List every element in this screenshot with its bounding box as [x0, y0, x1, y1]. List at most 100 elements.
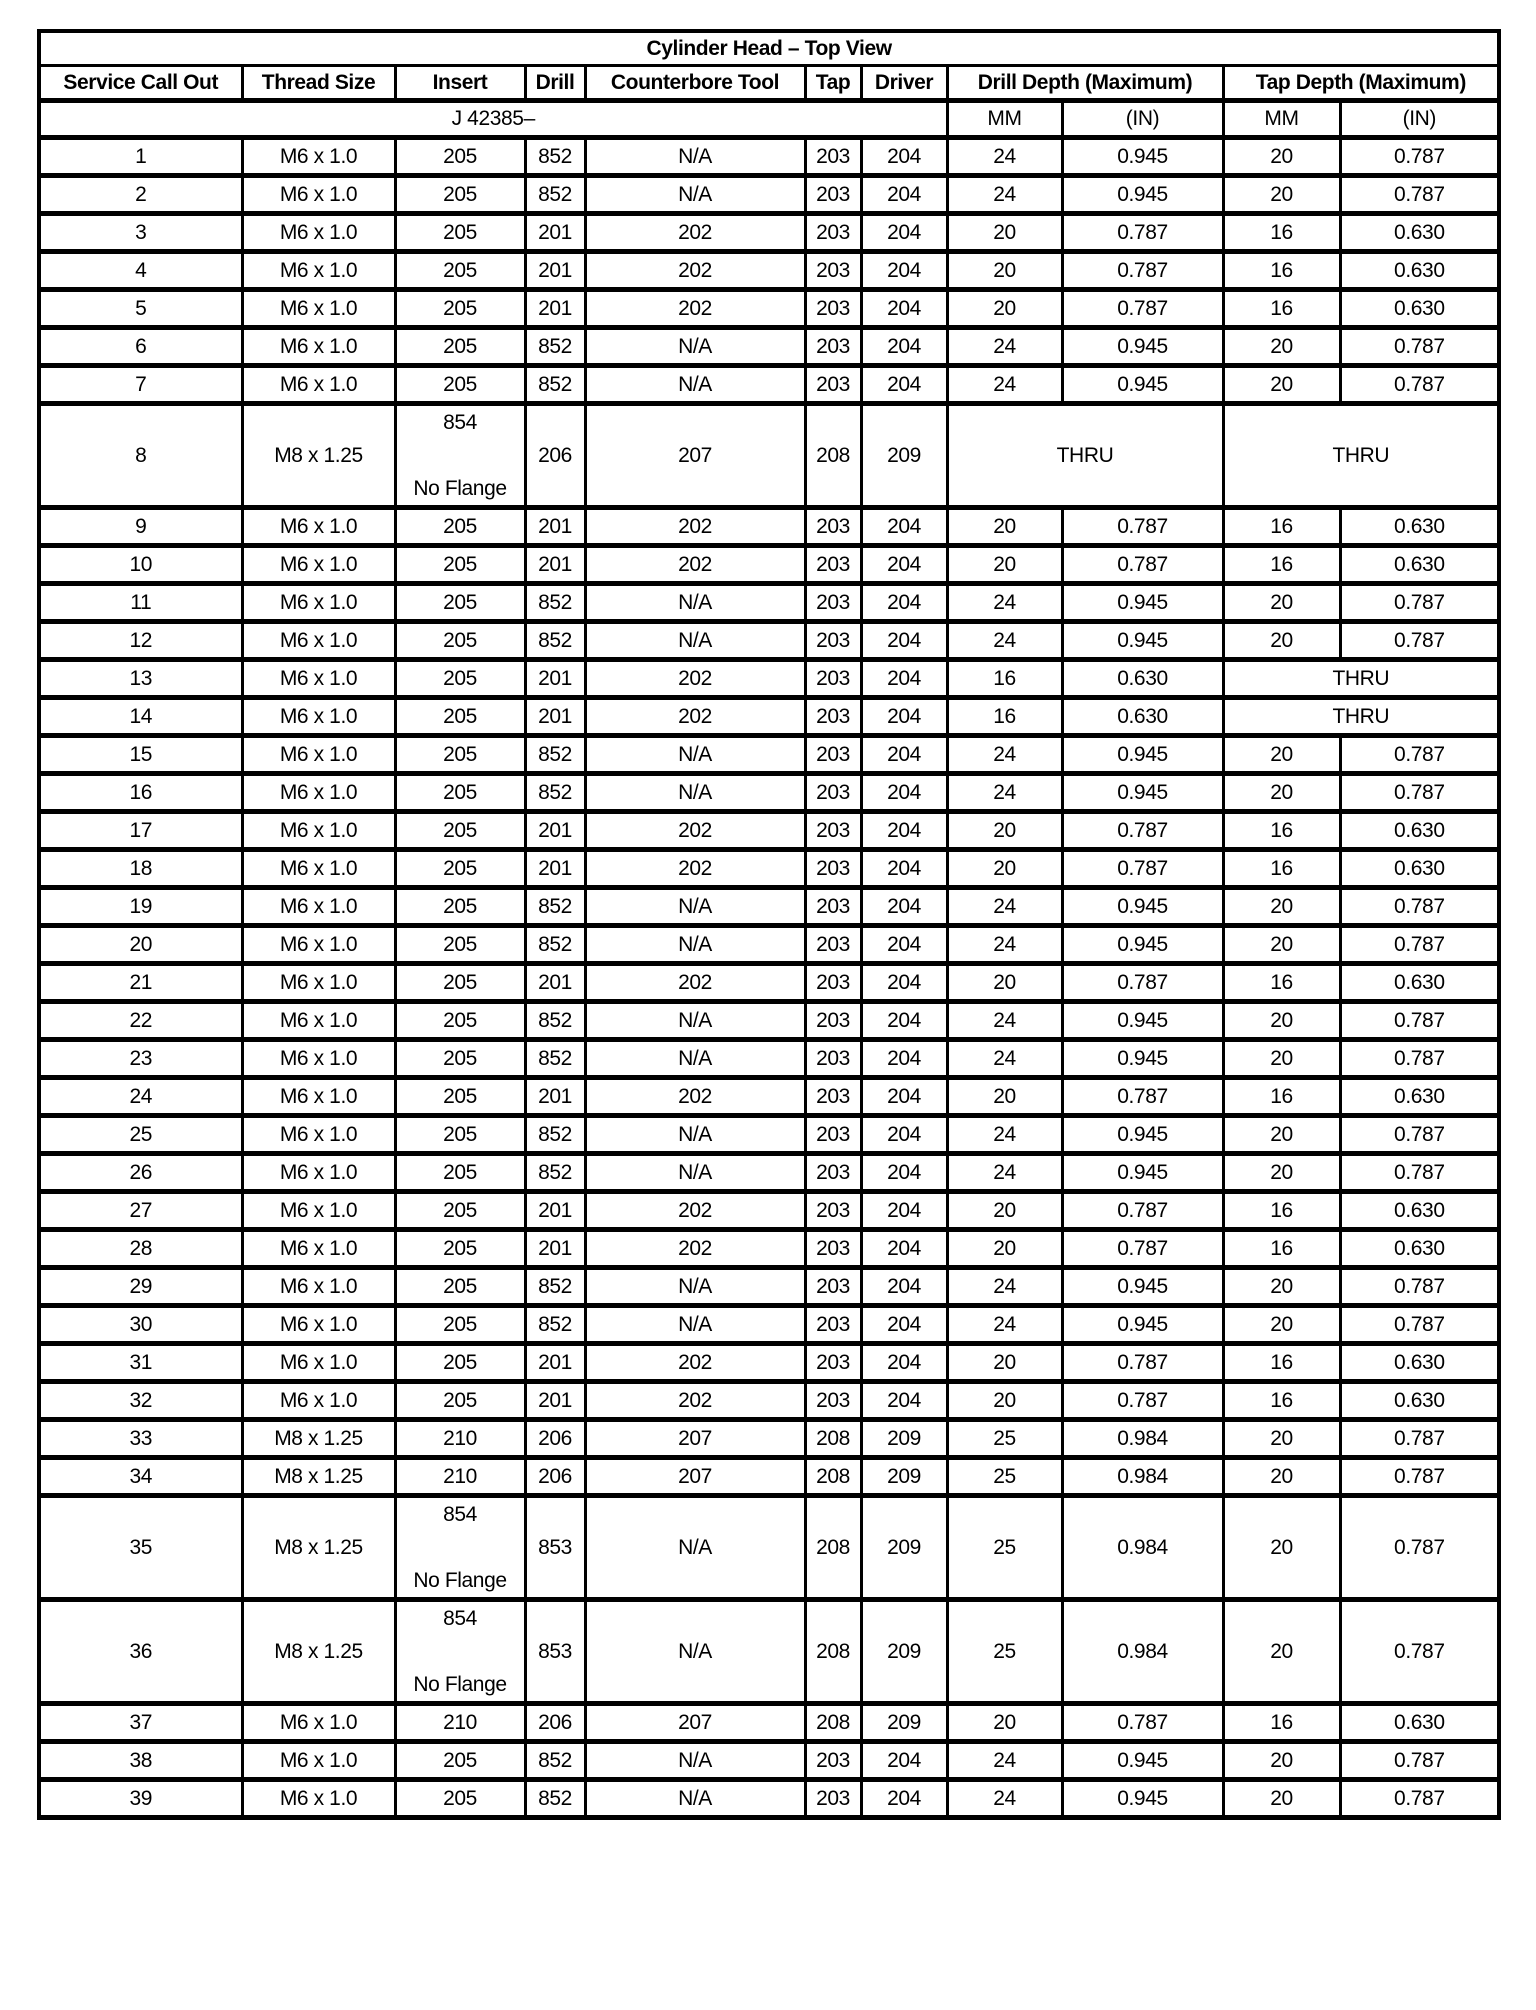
cell-drill-depth-mm: 20 — [945, 810, 1064, 852]
cell-insert: 205 — [393, 1304, 527, 1346]
cell-driver: 204 — [859, 506, 949, 548]
cell-counterbore-tool: N/A — [583, 364, 807, 406]
cell-drill-depth-in: 0.945 — [1060, 1266, 1225, 1308]
cell-tap: 203 — [803, 1778, 863, 1820]
cell-drill-depth-mm: 20 — [945, 1380, 1064, 1422]
cell-counterbore-tool: N/A — [583, 924, 807, 966]
cell-tap-depth-in: 0.787 — [1338, 734, 1501, 776]
table-row: 25 M6 x 1.0 205 852 N/A 203 204 24 0.945 20 0.787 — [37, 1114, 1501, 1156]
table-row: 7 M6 x 1.0 205 852 N/A 203 204 24 0.945 20 0.787 — [37, 364, 1501, 406]
cell-insert: 854 No Flange — [393, 1598, 527, 1706]
cell-service-call-out: 12 — [37, 620, 244, 662]
table-row: 26 M6 x 1.0 205 852 N/A 203 204 24 0.945 20 0.787 — [37, 1152, 1501, 1194]
cell-tap-depth-in: 0.630 — [1338, 962, 1501, 1004]
cell-service-call-out: 17 — [37, 810, 244, 852]
cell-service-call-out: 30 — [37, 1304, 244, 1346]
cell-insert: 205 — [393, 326, 527, 368]
cell-service-call-out: 29 — [37, 1266, 244, 1308]
cell-tap-depth-mm: 16 — [1221, 250, 1342, 292]
cell-insert: 205 — [393, 1000, 527, 1042]
cell-service-call-out: 5 — [37, 288, 244, 330]
cell-drill-depth-in: 0.787 — [1060, 1190, 1225, 1232]
cell-drill-depth-in: 0.945 — [1060, 734, 1225, 776]
cell-tap-depth-in: 0.787 — [1338, 326, 1501, 368]
cell-counterbore-tool: 202 — [583, 288, 807, 330]
cell-drill-depth-mm: 20 — [945, 250, 1064, 292]
cell-drill-depth-mm: 24 — [945, 1266, 1064, 1308]
cell-drill-depth-mm: 20 — [945, 1190, 1064, 1232]
table-row: 6 M6 x 1.0 205 852 N/A 203 204 24 0.945 20 0.787 — [37, 326, 1501, 368]
cell-thread-size: M6 x 1.0 — [240, 1266, 397, 1308]
cell-tap-depth-in: 0.630 — [1338, 810, 1501, 852]
cell-drill: 853 — [523, 1494, 587, 1602]
cell-drill: 852 — [523, 1000, 587, 1042]
cell-drill-depth-mm: 24 — [945, 174, 1064, 216]
cell-tap-depth-in: 0.630 — [1338, 544, 1501, 586]
cell-drill-depth-in: 0.945 — [1060, 174, 1225, 216]
cell-driver: 204 — [859, 1342, 949, 1384]
table-row: 12 M6 x 1.0 205 852 N/A 203 204 24 0.945 20 0.787 — [37, 620, 1501, 662]
cell-service-call-out: 33 — [37, 1418, 244, 1460]
cell-tap: 208 — [803, 402, 863, 510]
cell-tap-depth-mm: 20 — [1221, 364, 1342, 406]
cell-driver: 204 — [859, 1740, 949, 1782]
cell-drill: 206 — [523, 1418, 587, 1460]
cell-tap: 203 — [803, 886, 863, 928]
cell-drill: 201 — [523, 288, 587, 330]
header-driver: Driver — [859, 64, 949, 103]
cell-driver: 204 — [859, 886, 949, 928]
cell-drill-depth-mm: 16 — [945, 696, 1064, 738]
cell-insert: 210 — [393, 1418, 527, 1460]
cell-service-call-out: 36 — [37, 1598, 244, 1706]
cell-tap: 203 — [803, 250, 863, 292]
cell-drill-depth-in: 0.787 — [1060, 1380, 1225, 1422]
cell-tap-depth-in: 0.630 — [1338, 1702, 1501, 1744]
cell-drill-depth-mm: 20 — [945, 1342, 1064, 1384]
cell-drill: 852 — [523, 1038, 587, 1080]
cell-thread-size: M8 x 1.25 — [240, 1598, 397, 1706]
cell-service-call-out: 35 — [37, 1494, 244, 1602]
header-service-call-out: Service Call Out — [37, 64, 244, 103]
cell-thread-size: M6 x 1.0 — [240, 620, 397, 662]
cell-service-call-out: 39 — [37, 1778, 244, 1820]
table-row: 5 M6 x 1.0 205 201 202 203 204 20 0.787 16 0.630 — [37, 288, 1501, 330]
cell-drill: 852 — [523, 1778, 587, 1820]
cell-tap-depth-in: 0.787 — [1338, 1418, 1501, 1460]
cell-tap-depth-mm: 20 — [1221, 326, 1342, 368]
table-row: 24 M6 x 1.0 205 201 202 203 204 20 0.787 16 0.630 — [37, 1076, 1501, 1118]
cell-service-call-out: 22 — [37, 1000, 244, 1042]
cell-drill: 852 — [523, 1114, 587, 1156]
table-row: 4 M6 x 1.0 205 201 202 203 204 20 0.787 16 0.630 — [37, 250, 1501, 292]
table-row: 30 M6 x 1.0 205 852 N/A 203 204 24 0.945 20 0.787 — [37, 1304, 1501, 1346]
cell-drill: 206 — [523, 1702, 587, 1744]
cell-tap: 203 — [803, 1266, 863, 1308]
cell-thread-size: M6 x 1.0 — [240, 582, 397, 624]
cell-driver: 209 — [859, 1418, 949, 1460]
cell-driver: 204 — [859, 136, 949, 178]
table-row: 37 M6 x 1.0 210 206 207 208 209 20 0.787 16 0.630 — [37, 1702, 1501, 1744]
cell-drill-depth-mm: 24 — [945, 582, 1064, 624]
cell-tap-depth-mm: THRU — [1221, 402, 1501, 510]
cell-tap: 203 — [803, 174, 863, 216]
cell-thread-size: M6 x 1.0 — [240, 696, 397, 738]
cell-service-call-out: 14 — [37, 696, 244, 738]
cell-drill: 852 — [523, 620, 587, 662]
subheader-row: J 42385– MM (IN) MM (IN) — [37, 99, 1501, 140]
cell-tap-depth-in: 0.787 — [1338, 620, 1501, 662]
cell-thread-size: M6 x 1.0 — [240, 544, 397, 586]
cell-service-call-out: 13 — [37, 658, 244, 700]
cell-tap: 203 — [803, 848, 863, 890]
cell-drill-depth-in: 0.787 — [1060, 810, 1225, 852]
table-row: 11 M6 x 1.0 205 852 N/A 203 204 24 0.945 20 0.787 — [37, 582, 1501, 624]
cell-thread-size: M6 x 1.0 — [240, 1380, 397, 1422]
table-row: 17 M6 x 1.0 205 201 202 203 204 20 0.787 16 0.630 — [37, 810, 1501, 852]
cell-insert: 205 — [393, 810, 527, 852]
cell-drill: 201 — [523, 1342, 587, 1384]
cell-drill-depth-in: 0.945 — [1060, 1778, 1225, 1820]
cell-counterbore-tool: N/A — [583, 582, 807, 624]
cell-thread-size: M6 x 1.0 — [240, 326, 397, 368]
insert-note: No Flange — [413, 477, 507, 500]
cell-thread-size: M6 x 1.0 — [240, 1702, 397, 1744]
cell-drill-depth-mm: 24 — [945, 1740, 1064, 1782]
cell-counterbore-tool: 202 — [583, 810, 807, 852]
